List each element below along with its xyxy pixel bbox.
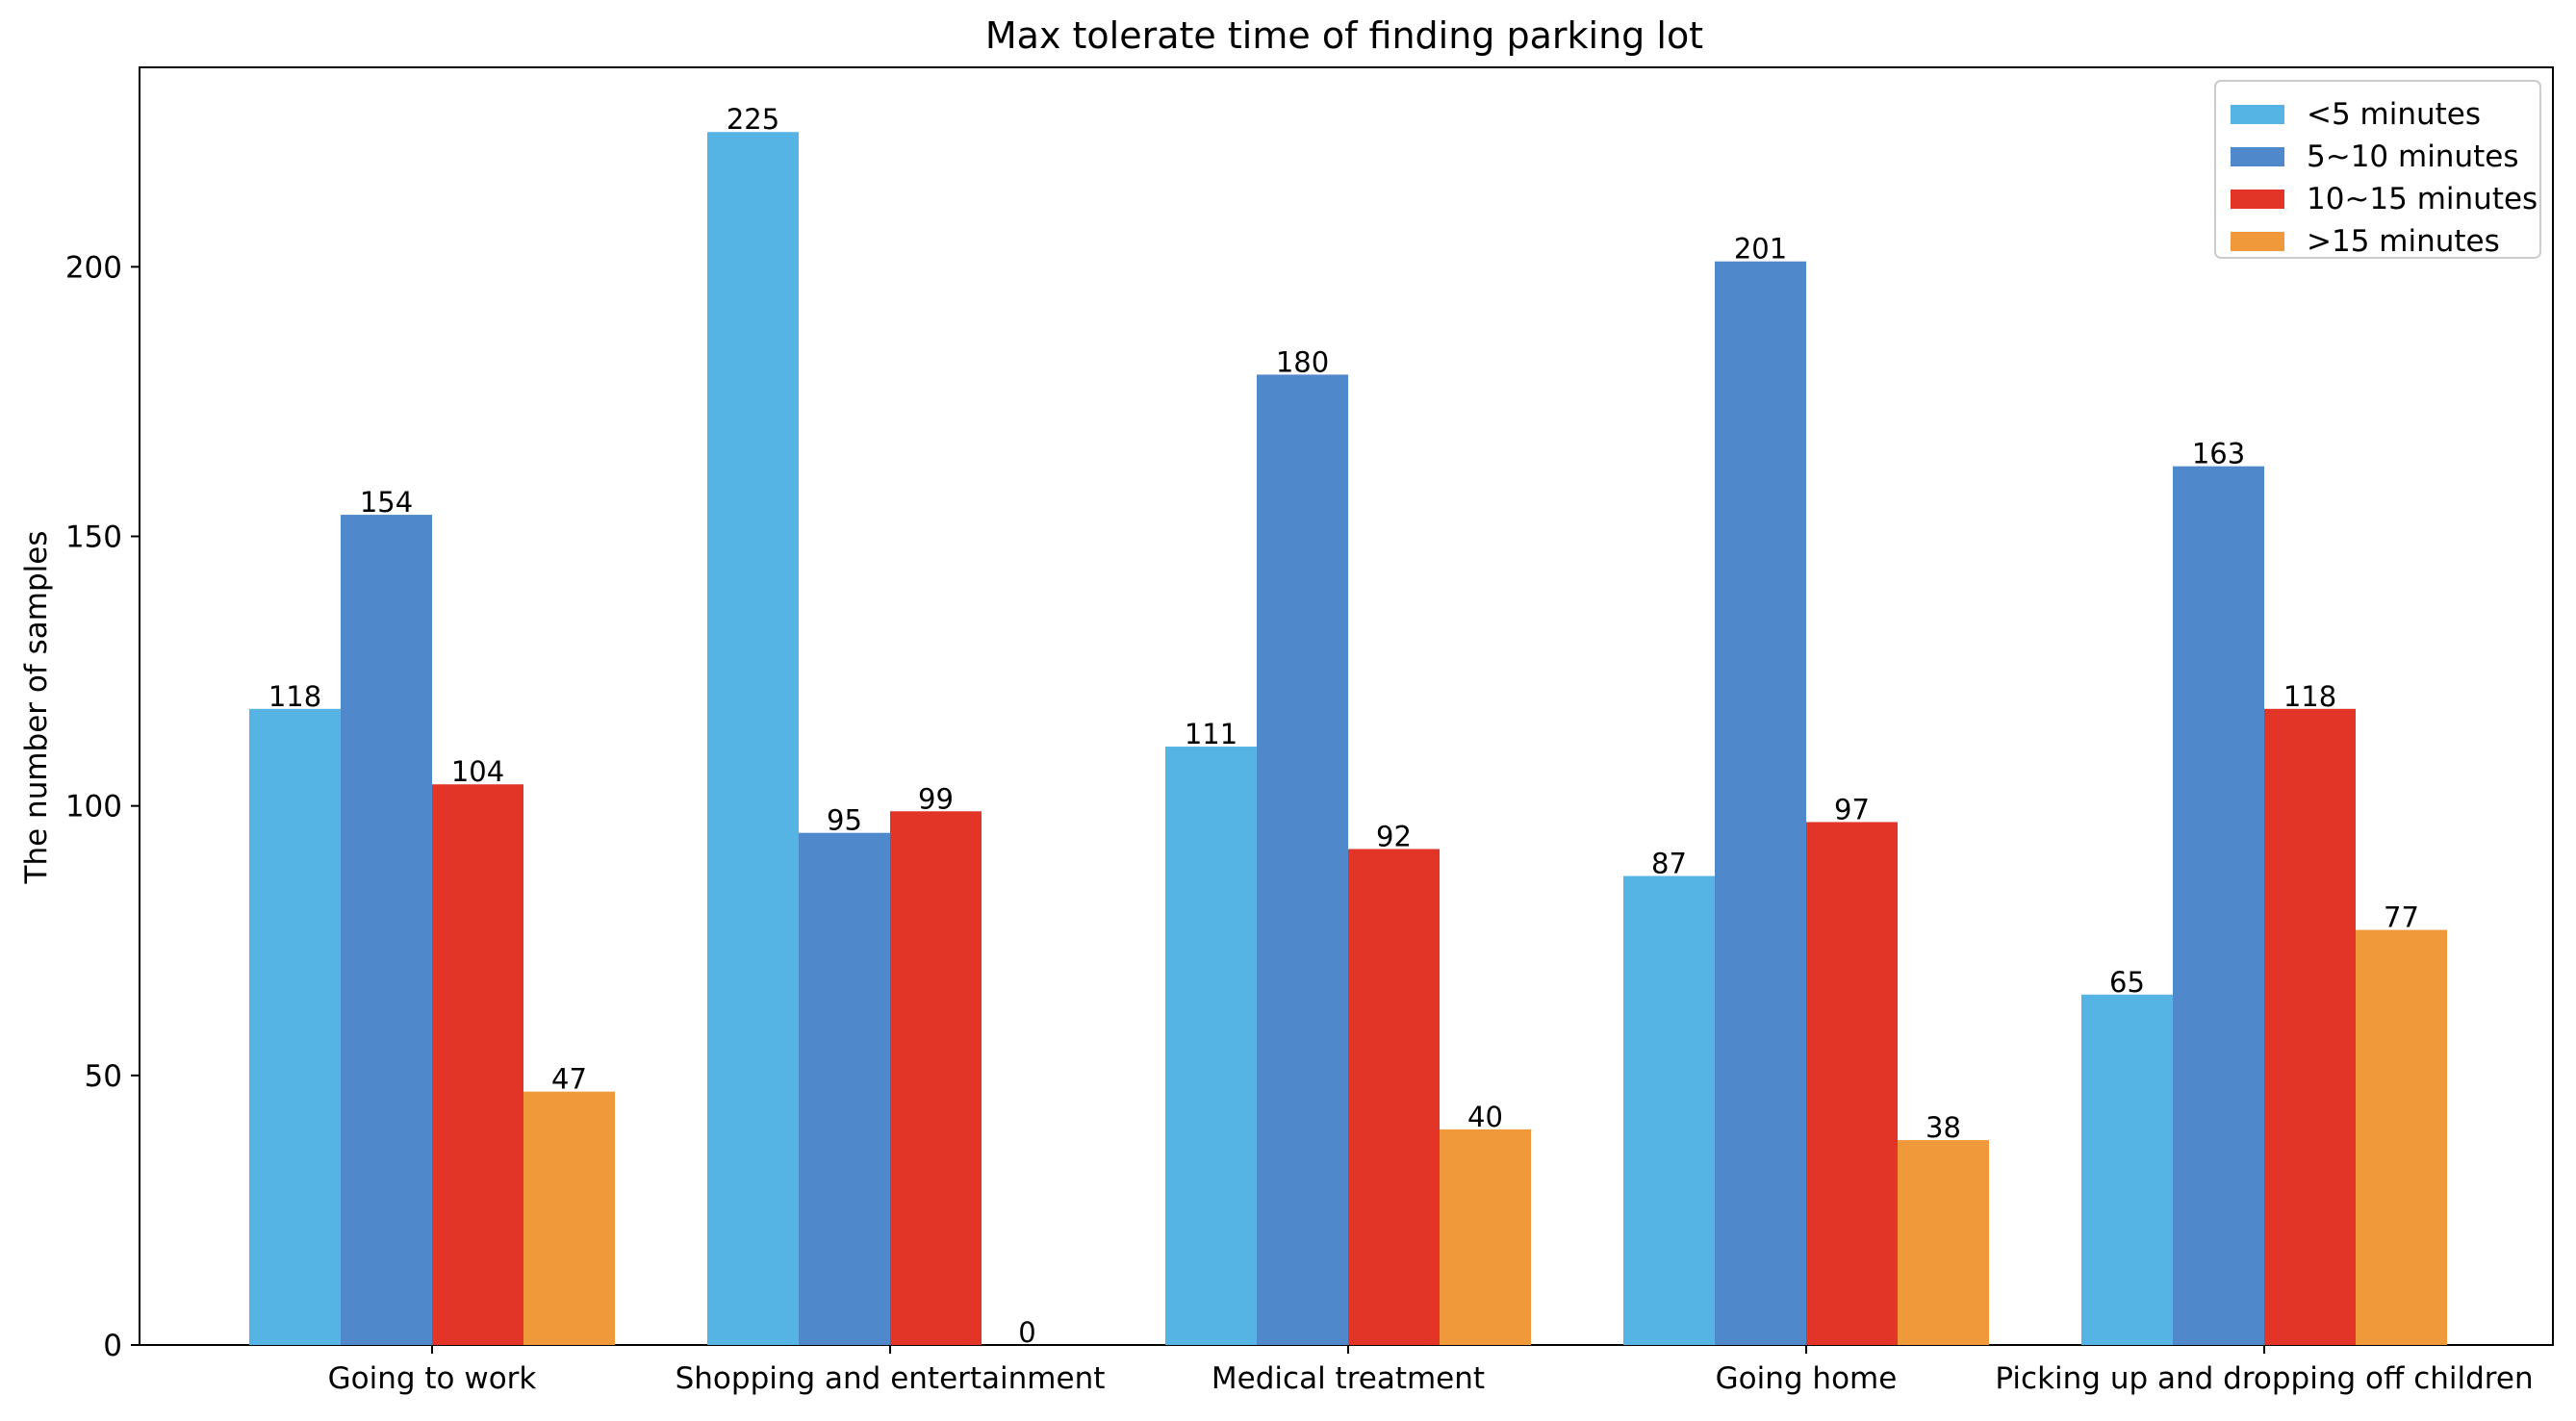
- bar: [249, 708, 341, 1345]
- bar-value-label: 99: [918, 782, 954, 815]
- bar: [2173, 466, 2264, 1345]
- legend-label: <5 minutes: [2307, 97, 2481, 132]
- bar-value-label: 118: [2283, 680, 2336, 713]
- x-tick-label: Going to work: [328, 1361, 537, 1396]
- y-axis-label: The number of samples: [19, 531, 54, 885]
- plot-area: 0 50 100 150 200 Going to work 118 154 104 47 Shop…: [65, 66, 2554, 1396]
- bar-value-label: 225: [727, 103, 779, 136]
- bar-value-label: 77: [2384, 901, 2419, 934]
- bar-value-label: 38: [1926, 1111, 1961, 1144]
- x-tick-label: Going home: [1716, 1361, 1898, 1396]
- legend-swatch: [2231, 105, 2284, 124]
- bar: [1806, 822, 1898, 1345]
- bar: [1257, 374, 1348, 1345]
- bar: [2081, 994, 2173, 1345]
- bar-value-label: 40: [1467, 1101, 1503, 1133]
- bar-value-label: 92: [1376, 820, 1412, 852]
- bar: [1715, 261, 1806, 1345]
- bar: [432, 784, 523, 1345]
- bar-value-label: 95: [827, 804, 862, 837]
- bar-value-label: 0: [1018, 1316, 1035, 1349]
- legend-swatch: [2231, 147, 2284, 166]
- legend-swatch: [2231, 190, 2284, 209]
- bar: [890, 811, 982, 1345]
- bar: [707, 132, 799, 1346]
- x-tick-label: Picking up and dropping off children: [1995, 1361, 2533, 1396]
- bar-value-label: 97: [1834, 793, 1870, 825]
- bar: [1348, 849, 1440, 1345]
- bar-value-label: 201: [1734, 233, 1787, 266]
- y-tick-label: 200: [65, 250, 122, 285]
- legend-label: 5~10 minutes: [2307, 140, 2518, 174]
- y-tick-label: 0: [103, 1329, 122, 1363]
- chart-title: Max tolerate time of finding parking lot: [985, 14, 1703, 57]
- y-tick-label: 150: [65, 520, 122, 554]
- bar-value-label: 118: [268, 680, 321, 713]
- x-tick-label: Medical treatment: [1211, 1361, 1485, 1396]
- bar: [2264, 708, 2356, 1345]
- bar-value-label: 87: [1651, 848, 1687, 880]
- x-tick-label: Shopping and entertainment: [676, 1361, 1106, 1396]
- bar: [1623, 875, 1715, 1345]
- y-tick-label: 50: [85, 1059, 122, 1094]
- y-tick-label: 100: [65, 790, 122, 825]
- bar-value-label: 47: [551, 1063, 587, 1096]
- legend-box: [2214, 80, 2541, 259]
- bar: [2356, 929, 2447, 1345]
- bar-value-label: 154: [360, 486, 413, 519]
- bar: [1440, 1129, 1531, 1345]
- legend-swatch: [2231, 232, 2284, 251]
- bar: [1898, 1140, 1989, 1345]
- bar-value-label: 163: [2192, 438, 2245, 470]
- bar: [523, 1091, 615, 1345]
- bar-value-label: 111: [1185, 718, 1237, 750]
- bar: [1165, 747, 1257, 1345]
- bar-value-label: 104: [451, 755, 504, 788]
- bar: [341, 515, 432, 1345]
- legend-label: 10~15 minutes: [2307, 182, 2538, 216]
- legend-label: >15 minutes: [2307, 224, 2500, 259]
- legend: <5 minutes 5~10 minutes 10~15 minutes >15 m…: [2214, 80, 2541, 259]
- bar-value-label: 65: [2109, 966, 2145, 999]
- bar-value-label: 180: [1276, 345, 1329, 378]
- bar: [799, 832, 890, 1345]
